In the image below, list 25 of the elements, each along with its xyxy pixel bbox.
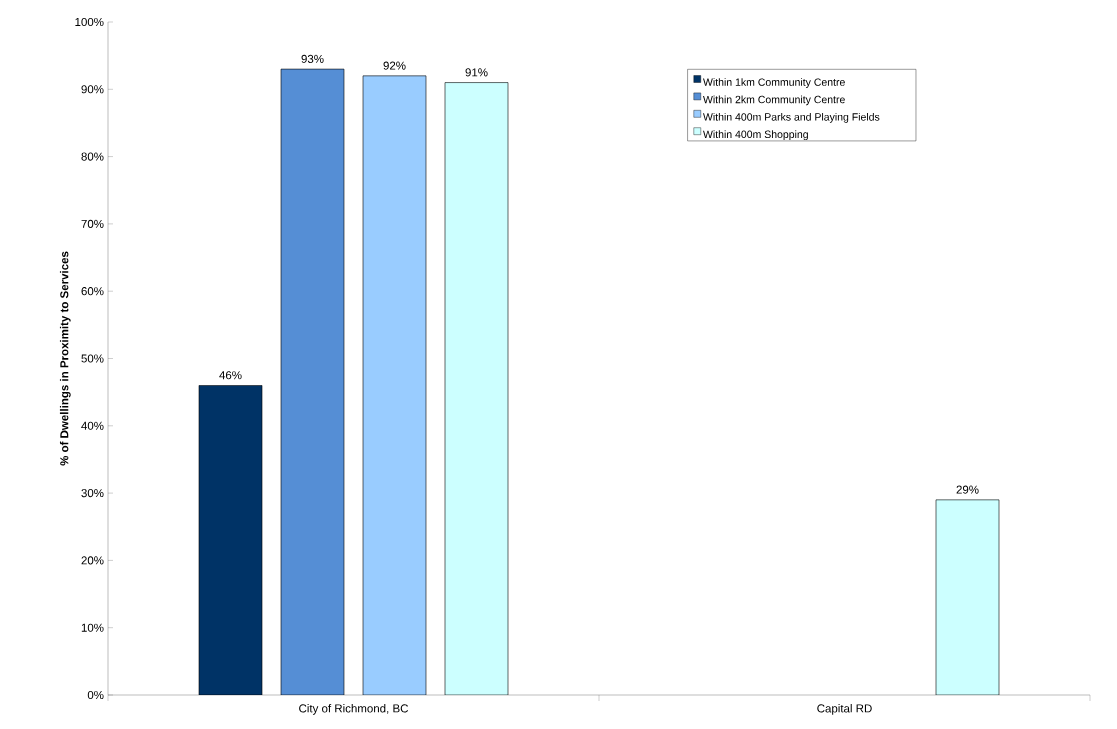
y-tick-label: 20% bbox=[81, 556, 104, 565]
y-tick-label: 40% bbox=[81, 421, 104, 430]
y-tick-label: 30% bbox=[81, 489, 104, 498]
legend-label: Within 2km Community Centre bbox=[703, 95, 845, 106]
legend-label: Within 400m Parks and Playing Fields bbox=[703, 112, 880, 123]
data-label: 29% bbox=[956, 485, 979, 494]
y-axis-title: % of Dwellings in Proximity to Services bbox=[59, 251, 71, 466]
y-tick-label: 80% bbox=[81, 152, 104, 161]
bar bbox=[935, 499, 1000, 695]
data-label: 92% bbox=[383, 61, 406, 70]
y-tick-label: 60% bbox=[81, 287, 104, 296]
x-tick-label: City of Richmond, BC bbox=[299, 704, 408, 715]
bar bbox=[444, 82, 509, 695]
y-tick-label: 70% bbox=[81, 219, 104, 228]
legend-label: Within 400m Shopping bbox=[703, 130, 808, 141]
y-tick-label: 10% bbox=[81, 623, 104, 632]
data-label: 93% bbox=[301, 54, 324, 63]
y-tick-label: 50% bbox=[81, 354, 104, 363]
y-tick-label: 100% bbox=[75, 17, 104, 27]
y-tick-label: 90% bbox=[81, 85, 104, 94]
y-tick-label: 0% bbox=[87, 690, 104, 700]
data-label: 91% bbox=[465, 68, 488, 77]
x-tick-label: Capital RD bbox=[817, 704, 872, 715]
data-label: 46% bbox=[219, 371, 242, 380]
legend-label: Within 1km Community Centre bbox=[703, 78, 845, 88]
